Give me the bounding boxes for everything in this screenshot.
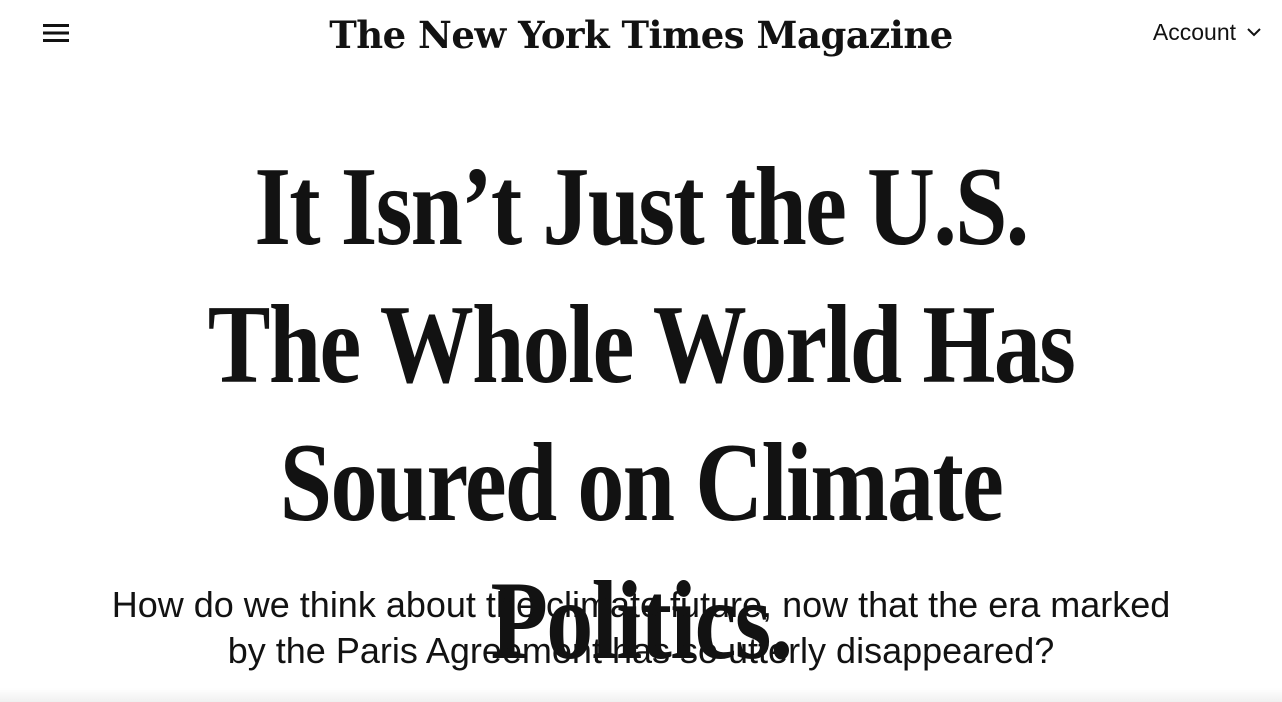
account-button[interactable]: Account bbox=[1153, 14, 1262, 50]
menu-button[interactable] bbox=[38, 16, 74, 50]
article-summary: How do we think about the climate future… bbox=[111, 584, 1171, 671]
account-label: Account bbox=[1152, 18, 1236, 45]
hamburger-menu-icon bbox=[43, 24, 69, 42]
chevron-down-icon bbox=[1247, 28, 1261, 37]
masthead-logo[interactable]: The New York Times Magazine bbox=[329, 13, 953, 57]
article-headline: It Isn’t Just the U.S. The Whole World H… bbox=[207, 145, 1076, 683]
bottom-shadow bbox=[0, 688, 1282, 702]
top-navigation-bar: The New York Times Magazine Account bbox=[0, 0, 1282, 66]
